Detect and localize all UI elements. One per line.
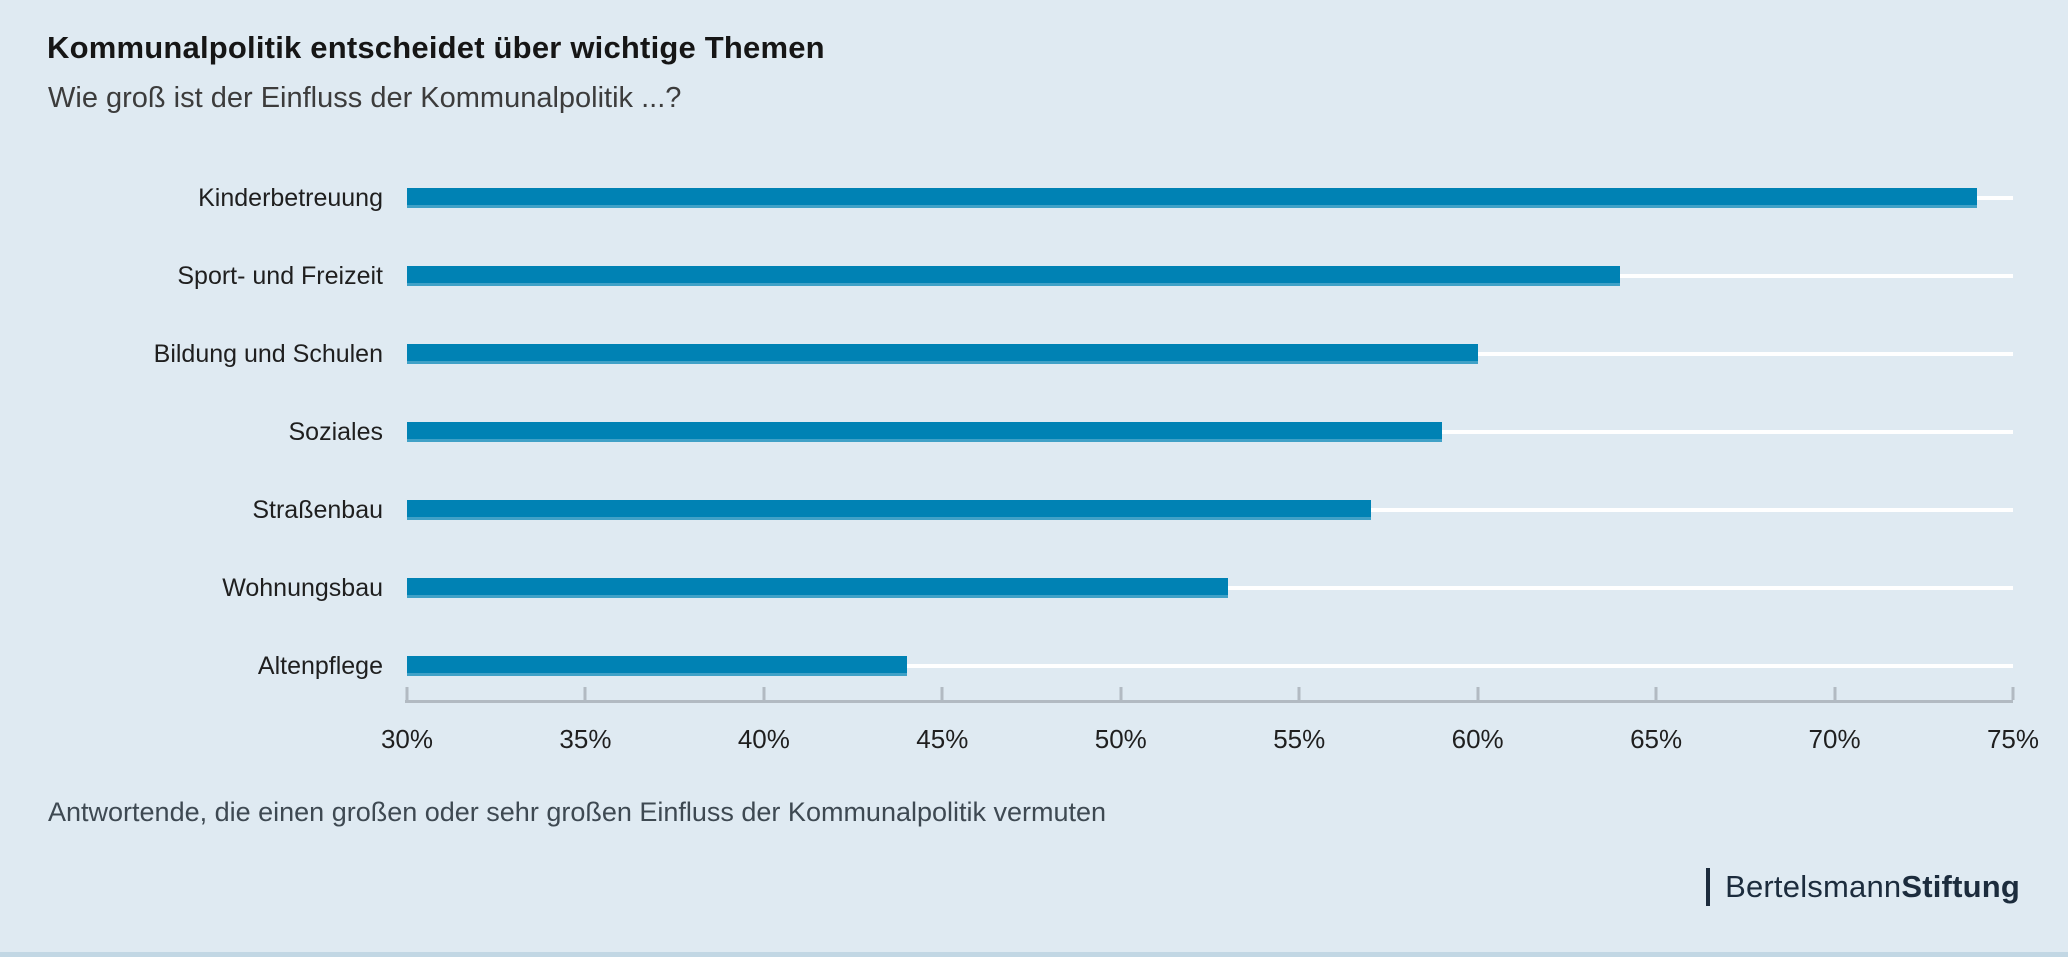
bar-sport-und-freizeit <box>407 266 1621 286</box>
bar-area <box>407 315 2013 393</box>
logo-text: BertelsmannStiftung <box>1725 869 2020 905</box>
bertelsmann-stiftung-logo: BertelsmannStiftung <box>1706 868 2020 906</box>
axis-tick-label: 30% <box>380 724 434 754</box>
axis-tick <box>583 687 587 700</box>
axis-tick <box>2011 687 2015 700</box>
axis-tick <box>762 687 766 700</box>
bar-area <box>407 627 2013 705</box>
axis-tick-label: 35% <box>559 724 612 754</box>
axis-tick-label: 50% <box>1094 724 1147 754</box>
bar-area <box>407 393 2013 471</box>
category-label: Soziales <box>288 417 384 446</box>
axis-tick-label: 75% <box>1986 724 2040 754</box>
bar-area <box>407 237 2013 315</box>
chart-row: Sport- und Freizeit <box>0 237 2068 315</box>
chart-row: Straßenbau <box>0 471 2068 549</box>
chart-row: Kinderbetreuung <box>0 159 2068 237</box>
bar-bildung-und-schulen <box>407 344 1478 364</box>
axis-tick <box>1476 687 1480 700</box>
axis-tick-label: 40% <box>737 724 790 754</box>
logo-text-bold: Stiftung <box>1901 869 2020 904</box>
category-label: Bildung und Schulen <box>153 339 383 368</box>
axis-tick <box>1654 687 1658 700</box>
axis-tick <box>1833 687 1837 700</box>
chart-row: Wohnungsbau <box>0 549 2068 627</box>
bar-wohnungsbau <box>407 578 1228 598</box>
axis-tick <box>940 687 944 700</box>
axis-tick-label: 70% <box>1808 724 1861 754</box>
x-axis: 30% 35% 40% 45% 50% 55% 60% 65% 70% 75% <box>381 687 2039 760</box>
axis-tick-label: 65% <box>1630 724 1683 754</box>
bottom-border <box>0 952 2068 957</box>
axis-tick <box>1297 687 1301 700</box>
logo-bar-icon <box>1706 868 1711 906</box>
footnote: Antwortende, die einen großen oder sehr … <box>48 797 1107 827</box>
chart-row: Soziales <box>0 393 2068 471</box>
axis-tick-label: 60% <box>1451 724 1504 754</box>
axis-tick-label: 45% <box>916 724 969 754</box>
bar-soziales <box>407 422 1442 442</box>
chart-title: Kommunalpolitik entscheidet über wichtig… <box>47 30 825 65</box>
chart-row: Bildung und Schulen <box>0 315 2068 393</box>
bar-kinderbetreuung <box>407 188 1978 208</box>
category-label: Wohnungsbau <box>222 573 383 602</box>
logo-text-regular: Bertelsmann <box>1725 869 1902 904</box>
chart-subtitle: Wie groß ist der Einfluss der Kommunalpo… <box>48 82 682 114</box>
category-label: Altenpflege <box>257 651 383 680</box>
bar-area <box>407 549 2013 627</box>
bar-area <box>407 159 2013 237</box>
bar-straßenbau <box>407 500 1371 520</box>
category-label: Sport- und Freizeit <box>177 261 383 290</box>
chart-row: Altenpflege <box>0 627 2068 705</box>
bar-altenpflege <box>407 656 907 676</box>
category-label: Straßenbau <box>252 495 383 524</box>
bar-area <box>407 471 2013 549</box>
bar-chart: Kinderbetreuung Sport- und Freizeit Bildun… <box>0 159 2068 705</box>
x-axis-line <box>405 700 2013 703</box>
category-label: Kinderbetreuung <box>198 183 383 212</box>
axis-tick-label: 55% <box>1273 724 1326 754</box>
axis-tick <box>1119 687 1123 700</box>
bar-track <box>407 664 2013 668</box>
axis-tick <box>405 687 409 700</box>
